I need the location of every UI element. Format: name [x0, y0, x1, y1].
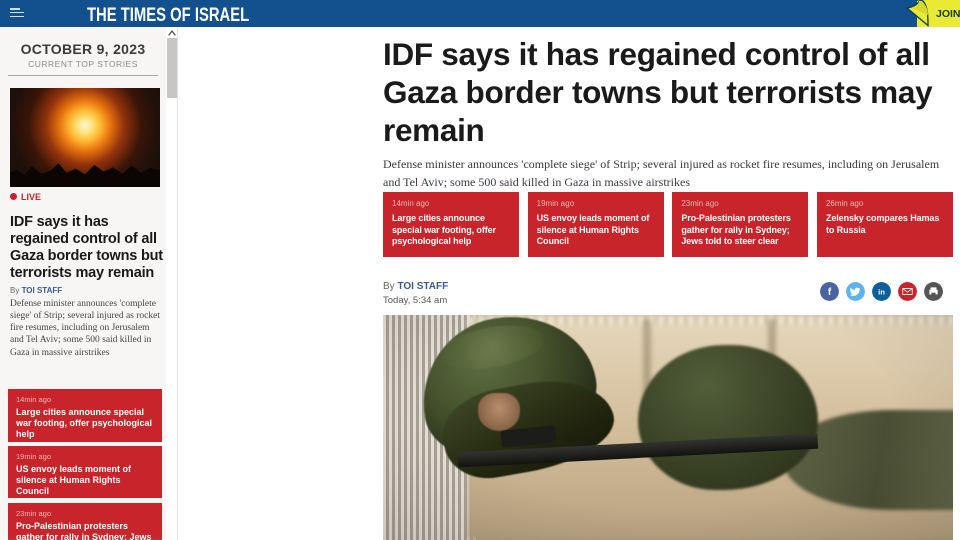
svg-text:in: in	[878, 287, 885, 296]
svg-text:JOIN O: JOIN O	[936, 8, 960, 20]
